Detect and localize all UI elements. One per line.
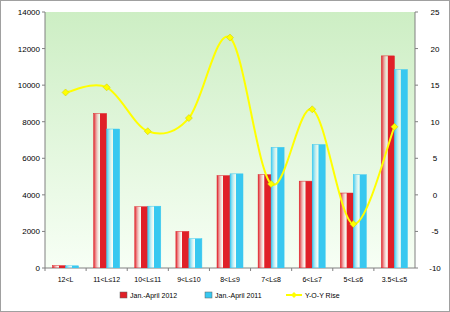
y-tick-label: 8000 [22,118,40,127]
y-axis [45,12,46,268]
marker [144,128,151,135]
legend-marker [291,292,297,298]
y2-tick-label: -10 [429,264,441,273]
marker [227,34,234,41]
y2-tick-label: 25 [431,8,440,17]
y-tick-label: 2000 [22,227,40,236]
legend-label: Jan.-April 2011 [215,292,262,300]
bar [230,174,243,268]
marker [268,180,275,187]
x-tick-label: 6<L≤7 [302,276,322,283]
bar [94,113,107,268]
bar [312,145,325,268]
bar [271,147,284,268]
bar [107,129,120,268]
x-tick [209,268,210,271]
x-tick-label: 3.5<L≤5 [382,276,408,283]
x-tick [291,268,292,271]
bar [53,266,66,268]
x-tick [127,268,128,271]
y2-axis [415,12,416,268]
y2-tick-label: 0 [433,191,438,200]
x-tick [86,268,87,271]
legend-label: Jan.-April 2012 [130,292,177,300]
x-tick [168,268,169,271]
x-tick-label: 9<L≤10 [177,276,201,283]
x-tick-label: 8<L≤9 [220,276,240,283]
x-tick-label: 5<L≤6 [344,276,364,283]
bar [176,231,189,268]
y2-tick-label: -5 [431,227,439,236]
bar [258,175,271,268]
marker [185,115,192,122]
x-tick-label: 11<L≤12 [93,276,120,283]
marker [103,84,110,91]
marker [309,106,316,113]
chart: 0 2000 4000 6000 8000 10000 12000 14000 -10 -5 0 5 1… [0,0,450,312]
bar [66,266,79,268]
y2-tick-label: 5 [433,154,438,163]
marker [62,89,69,96]
y-tick-label: 6000 [22,154,40,163]
bar [394,70,407,268]
bar [135,207,148,268]
plot-group [53,34,408,268]
legend: Jan.-April 2012 Jan.-April 2011 Y-O-Y Rise [120,292,340,300]
line [66,37,395,225]
bar [189,239,202,268]
y-tick-label: 10000 [18,81,41,90]
y-tick-label: 0 [36,264,41,273]
x-tick-label: 12<L [58,276,74,283]
y-tick-label: 12000 [18,45,41,54]
marker [350,221,357,228]
legend-label: Y-O-Y Rise [305,292,340,299]
y-tick-label: 14000 [18,8,41,17]
x-tick [250,268,251,271]
x-tick-label: 7<L≤8 [261,276,281,283]
legend-swatch [120,292,127,298]
legend-swatch [205,292,212,298]
x-tick-label: 10<L≤11 [134,276,161,283]
outer-frame [1,1,450,312]
marker [391,123,398,130]
x-tick [45,268,46,271]
x-tick [332,268,333,271]
plot-area [45,12,415,268]
y2-tick-label: 10 [431,118,440,127]
x-tick [373,268,374,271]
bar [217,176,230,268]
bar [299,181,312,268]
y2-tick-label: 15 [431,81,440,90]
bar [148,206,161,268]
y-tick-label: 4000 [22,191,40,200]
y2-tick-label: 20 [431,45,440,54]
